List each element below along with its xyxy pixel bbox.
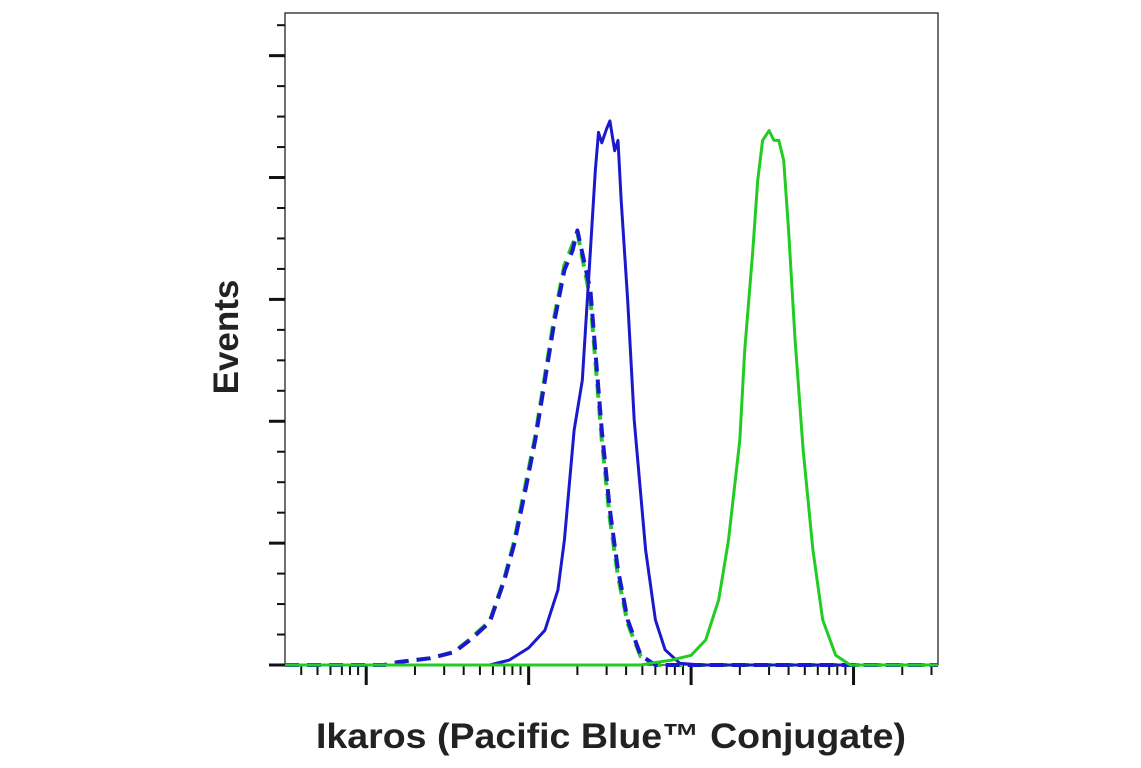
series-line xyxy=(285,129,938,667)
series-line xyxy=(285,230,938,667)
plot-frame xyxy=(284,12,939,666)
series-line xyxy=(285,119,938,667)
series-line xyxy=(285,228,938,667)
y-axis-label: Events xyxy=(207,280,246,395)
x-axis-label: Ikaros (Pacific Blue™ Conjugate) xyxy=(316,717,906,756)
